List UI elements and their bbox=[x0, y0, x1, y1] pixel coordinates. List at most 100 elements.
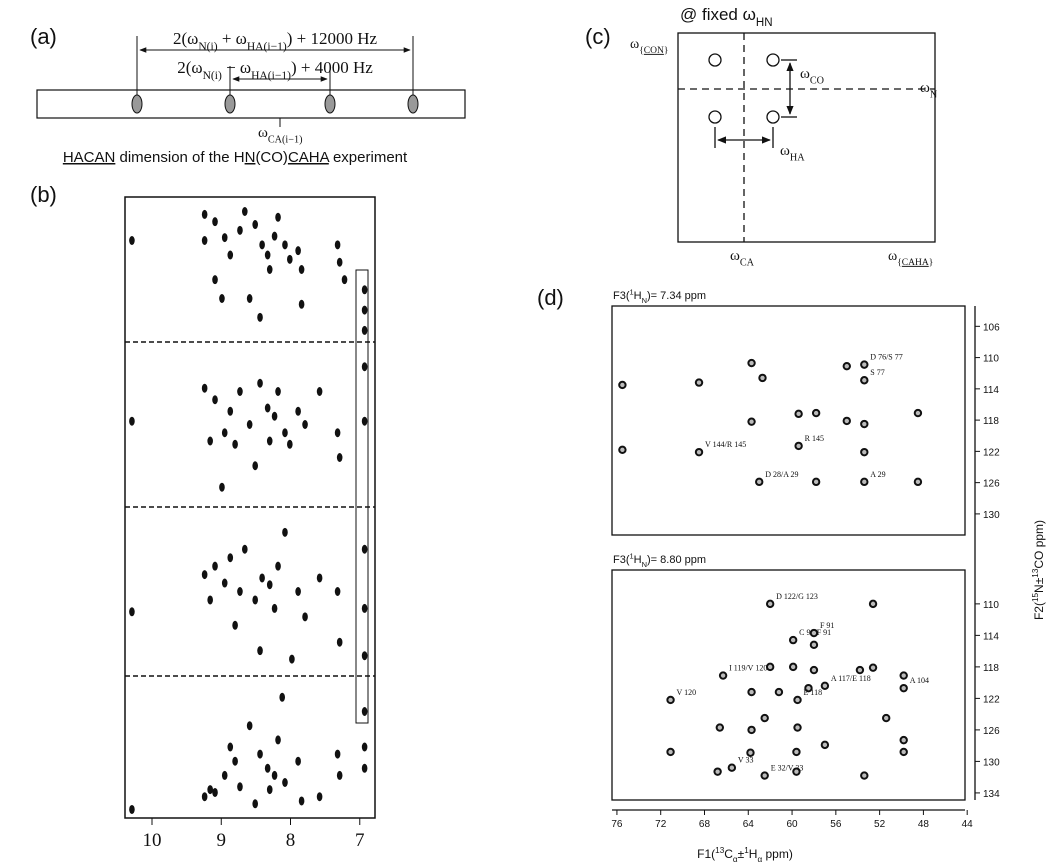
peak bbox=[271, 603, 278, 613]
peak bbox=[899, 747, 908, 757]
text-run: } bbox=[664, 46, 669, 56]
peak bbox=[316, 387, 323, 396]
text-run: HA(i−1) bbox=[247, 40, 287, 53]
peak bbox=[794, 409, 803, 419]
peak bbox=[899, 683, 908, 693]
peak bbox=[207, 785, 213, 795]
text-run: ± bbox=[738, 847, 745, 861]
peak bbox=[618, 445, 627, 455]
peak bbox=[860, 771, 869, 780]
text-run: F1( bbox=[697, 847, 715, 861]
peak bbox=[336, 453, 343, 462]
peak bbox=[252, 461, 258, 471]
highlight-box bbox=[355, 269, 369, 724]
peak bbox=[792, 767, 801, 776]
text-run: experiment bbox=[329, 149, 408, 166]
panel-b bbox=[124, 196, 376, 819]
peak bbox=[334, 587, 341, 596]
peak bbox=[694, 378, 704, 387]
peak bbox=[361, 603, 368, 613]
peak bbox=[341, 275, 348, 285]
text-run: ω bbox=[730, 248, 740, 264]
formula: 2(ωN(i) − ωHA(i−1)) + 4000 Hz bbox=[177, 58, 373, 82]
text-run: CO bbox=[810, 75, 824, 86]
x-tick-label: 72 bbox=[655, 819, 667, 830]
peak-label: D 122/G 123 bbox=[776, 592, 818, 601]
peak bbox=[855, 665, 865, 675]
peak-icon bbox=[766, 110, 780, 124]
text-run: ω bbox=[630, 37, 639, 52]
peak-label: V 144/R 145 bbox=[705, 440, 746, 449]
peak bbox=[221, 233, 228, 243]
axis-label: ω{CAHA} bbox=[888, 249, 933, 268]
text-run: N bbox=[245, 149, 256, 166]
peak-label: E 32/V 33 bbox=[771, 764, 804, 773]
text-run: CAHA bbox=[288, 149, 330, 166]
peak bbox=[860, 419, 869, 429]
peak bbox=[913, 408, 923, 418]
text-run: H bbox=[634, 290, 642, 302]
peak bbox=[758, 373, 767, 383]
peak bbox=[666, 695, 675, 705]
peak bbox=[788, 635, 798, 645]
text-run: )= 7.34 ppm bbox=[647, 290, 706, 302]
text-run: 13 bbox=[715, 846, 725, 855]
peak bbox=[212, 561, 218, 571]
peak bbox=[252, 595, 258, 605]
peak bbox=[792, 747, 801, 757]
peak bbox=[334, 240, 341, 250]
peak-label: A 104 bbox=[910, 676, 929, 685]
peak bbox=[302, 420, 308, 429]
peak bbox=[899, 735, 908, 745]
peak-icon bbox=[708, 53, 722, 67]
text-run: ω bbox=[800, 66, 810, 82]
peak bbox=[275, 561, 281, 571]
panel-label: (a) bbox=[30, 24, 57, 49]
peak bbox=[295, 587, 301, 596]
peak bbox=[275, 387, 281, 396]
peak bbox=[227, 553, 234, 563]
x-tick-label: 60 bbox=[786, 819, 798, 830]
peak bbox=[336, 770, 343, 780]
peak bbox=[252, 220, 258, 230]
caption: HACAN dimension of the HN(CO)CAHA experi… bbox=[63, 149, 408, 166]
peak bbox=[760, 771, 769, 780]
y-tick-label: 122 bbox=[983, 447, 1000, 458]
peak bbox=[266, 436, 273, 446]
x-tick-label: 68 bbox=[699, 819, 711, 830]
peak-icon bbox=[131, 94, 143, 114]
y-tick-label: 118 bbox=[983, 416, 999, 427]
peak bbox=[713, 767, 722, 776]
peak bbox=[793, 695, 802, 705]
text-run: N± bbox=[1032, 577, 1046, 593]
y-tick-label: 110 bbox=[983, 600, 999, 611]
text-run: HA(i−1) bbox=[251, 69, 291, 82]
peak bbox=[361, 651, 368, 661]
peak bbox=[913, 477, 923, 487]
peak bbox=[266, 265, 273, 274]
text-run: ω bbox=[258, 125, 268, 141]
x-tick-label: 44 bbox=[962, 819, 974, 830]
peak bbox=[232, 756, 238, 766]
text-run: N(i) bbox=[198, 40, 217, 53]
text-run: HACAN bbox=[63, 149, 116, 166]
peak bbox=[129, 607, 135, 617]
peak bbox=[289, 654, 295, 664]
peak bbox=[237, 587, 243, 596]
peak-label: A 29 bbox=[870, 470, 885, 479]
peak bbox=[212, 395, 218, 405]
y-tick-label: 130 bbox=[983, 757, 1000, 768]
peak bbox=[252, 799, 258, 809]
peak-label: V 120 bbox=[677, 688, 697, 697]
peak bbox=[242, 544, 248, 554]
text-run: 1 bbox=[744, 846, 749, 855]
spectrum-title: F3(1HN)= 8.80 ppm bbox=[613, 552, 706, 569]
peak bbox=[747, 725, 756, 735]
peak bbox=[361, 763, 368, 773]
x-tick-label: 8 bbox=[286, 830, 296, 851]
peak bbox=[219, 294, 225, 303]
peak bbox=[334, 428, 341, 438]
text-run: H bbox=[749, 847, 758, 861]
spectrum-frame bbox=[611, 569, 966, 801]
peak bbox=[899, 671, 908, 680]
